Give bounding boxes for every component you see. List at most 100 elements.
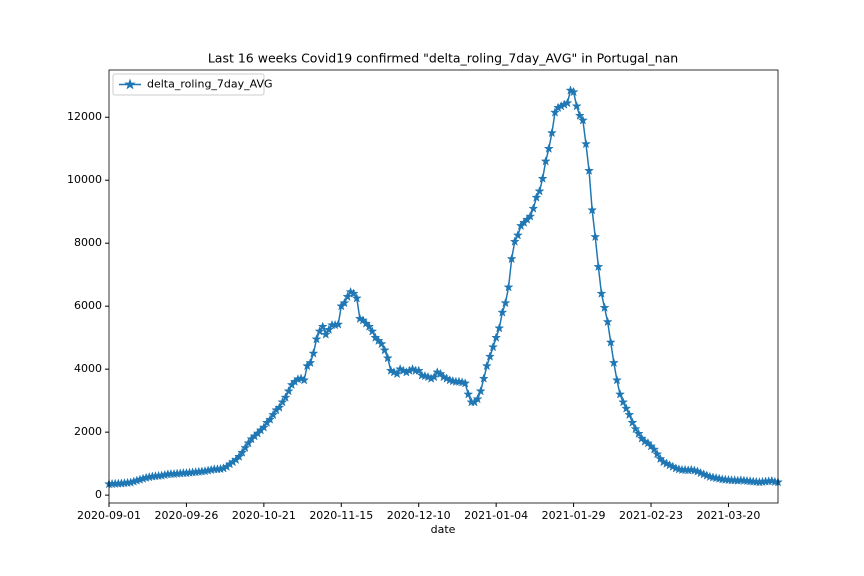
data-point (615, 389, 626, 399)
data-point (320, 329, 331, 339)
data-point (537, 173, 548, 183)
y-tick-label: 8000 (74, 236, 102, 249)
data-point (481, 360, 492, 371)
data-point (608, 357, 619, 368)
data-point (488, 341, 499, 352)
data-point (376, 338, 387, 349)
data-point (652, 448, 663, 459)
plot-frame (108, 69, 779, 504)
data-point (546, 127, 557, 138)
data-point (574, 110, 585, 120)
data-point (531, 192, 542, 202)
data-point (308, 348, 319, 358)
data-point (494, 322, 505, 333)
data-point (237, 447, 248, 457)
data-point (503, 282, 514, 292)
x-tick-label: 2021-03-20 (696, 509, 760, 522)
x-tick-label: 2021-01-04 (464, 509, 528, 522)
legend-box (112, 73, 265, 96)
data-point (342, 291, 353, 301)
data-point (317, 321, 328, 331)
data-point (525, 211, 536, 221)
data-point (413, 365, 424, 375)
data-point (543, 143, 554, 153)
data-point (484, 351, 495, 361)
data-point (580, 138, 591, 149)
data-point (299, 374, 310, 385)
data-point (599, 302, 610, 313)
data-point (392, 368, 403, 379)
x-tick-label: 2020-09-01 (77, 509, 141, 522)
data-point (265, 414, 276, 424)
data-point (649, 444, 660, 454)
data-point (528, 203, 539, 213)
data-point (429, 371, 440, 382)
data-point (630, 423, 641, 434)
data-point (475, 385, 486, 396)
data-point (593, 261, 604, 272)
data-point (540, 156, 551, 166)
data-point (627, 417, 638, 427)
data-point (274, 402, 285, 412)
x-tick-label: 2021-02-23 (619, 509, 683, 522)
x-tick-label: 2020-11-15 (309, 509, 373, 522)
data-point (460, 378, 471, 388)
data-point (240, 442, 251, 453)
legend-marker (124, 78, 136, 90)
data-point (587, 204, 598, 215)
data-point (234, 451, 245, 461)
y-tick-label: 12000 (67, 110, 102, 123)
x-tick-label: 2020-12-10 (387, 509, 451, 522)
data-point (633, 428, 644, 438)
data-point (333, 319, 344, 329)
data-point (243, 437, 254, 448)
data-point (562, 97, 573, 108)
data-point (497, 307, 508, 317)
x-axis-label: date (431, 523, 456, 536)
data-point (314, 326, 325, 336)
data-point (621, 403, 632, 413)
data-point (280, 392, 291, 402)
data-point (590, 231, 601, 242)
data-point (611, 374, 622, 385)
data-point (364, 321, 375, 331)
y-tick-label: 0 (95, 488, 102, 501)
data-point (512, 230, 523, 240)
y-tick-label: 6000 (74, 299, 102, 312)
data-point (379, 345, 390, 355)
y-tick-label: 2000 (74, 425, 102, 438)
data-point (339, 297, 350, 308)
data-point (584, 165, 595, 176)
data-point (571, 100, 582, 111)
data-point (509, 236, 520, 246)
data-point (549, 107, 561, 117)
data-point (500, 297, 511, 308)
chart-title: Last 16 weeks Covid19 confirmed "delta_r… (208, 51, 678, 66)
data-point (472, 393, 483, 404)
data-point (348, 288, 359, 298)
data-point (311, 333, 322, 344)
data-point (568, 86, 579, 97)
y-tick-label: 4000 (74, 362, 102, 375)
data-point (618, 396, 629, 407)
data-point (258, 422, 269, 432)
data-point (382, 352, 393, 363)
x-tick-label: 2020-09-26 (154, 509, 218, 522)
data-point (534, 185, 545, 196)
data-point (305, 357, 316, 368)
data-point (268, 409, 279, 420)
x-tick-label: 2020-10-21 (232, 509, 296, 522)
data-point (463, 389, 474, 399)
y-tick-label: 10000 (67, 173, 102, 186)
data-point (367, 326, 378, 336)
data-point (596, 288, 607, 298)
legend-label: delta_roling_7day_AVG (147, 78, 273, 91)
data-point (602, 316, 613, 327)
data-point (478, 373, 489, 383)
data-point (624, 409, 635, 420)
data-point (577, 115, 588, 125)
x-tick-label: 2021-01-29 (542, 509, 606, 522)
data-point (491, 332, 502, 342)
data-point (605, 337, 616, 347)
